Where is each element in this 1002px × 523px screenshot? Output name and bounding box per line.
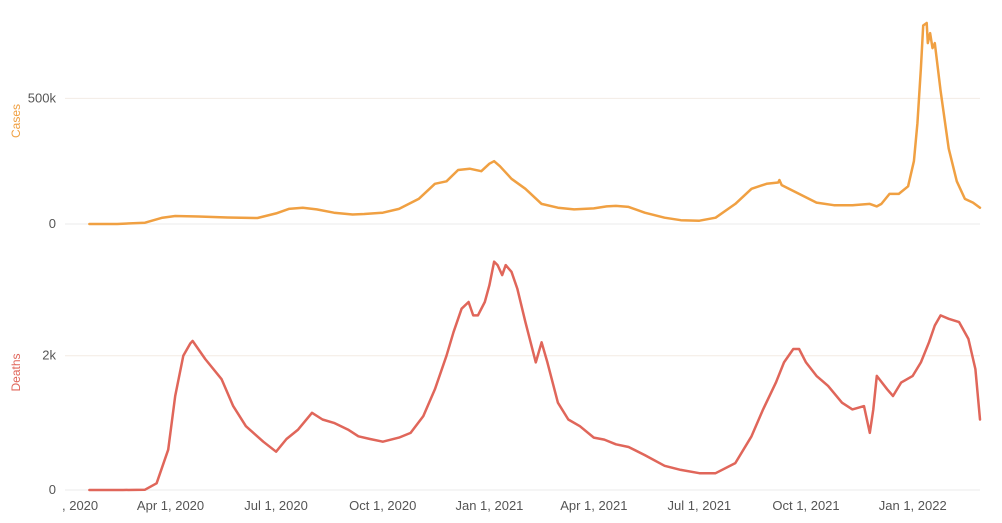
- deaths-series-line: [88, 260, 982, 492]
- deaths-y-tick-label: 2k: [42, 348, 56, 363]
- cases-y-tick-label: 0: [49, 216, 56, 231]
- x-tick-label: Jul 1, 2021: [668, 498, 732, 513]
- deaths-y-axis-label: Deaths: [9, 353, 23, 391]
- x-tick-label: Oct 1, 2020: [349, 498, 416, 513]
- deaths-y-tick-label: 0: [49, 482, 56, 497]
- x-tick-label: Jan 1, 2021: [455, 498, 523, 513]
- cases-y-tick-label: 500k: [28, 90, 57, 105]
- cases-series-line: [88, 21, 982, 226]
- x-tick-label: , 2020: [62, 498, 98, 513]
- x-tick-label: Jan 1, 2022: [879, 498, 947, 513]
- x-tick-label: Oct 1, 2021: [772, 498, 839, 513]
- cases-y-axis-label: Cases: [9, 104, 23, 138]
- x-tick-label: Jul 1, 2020: [244, 498, 308, 513]
- x-tick-label: Apr 1, 2021: [560, 498, 627, 513]
- x-tick-label: Apr 1, 2020: [137, 498, 204, 513]
